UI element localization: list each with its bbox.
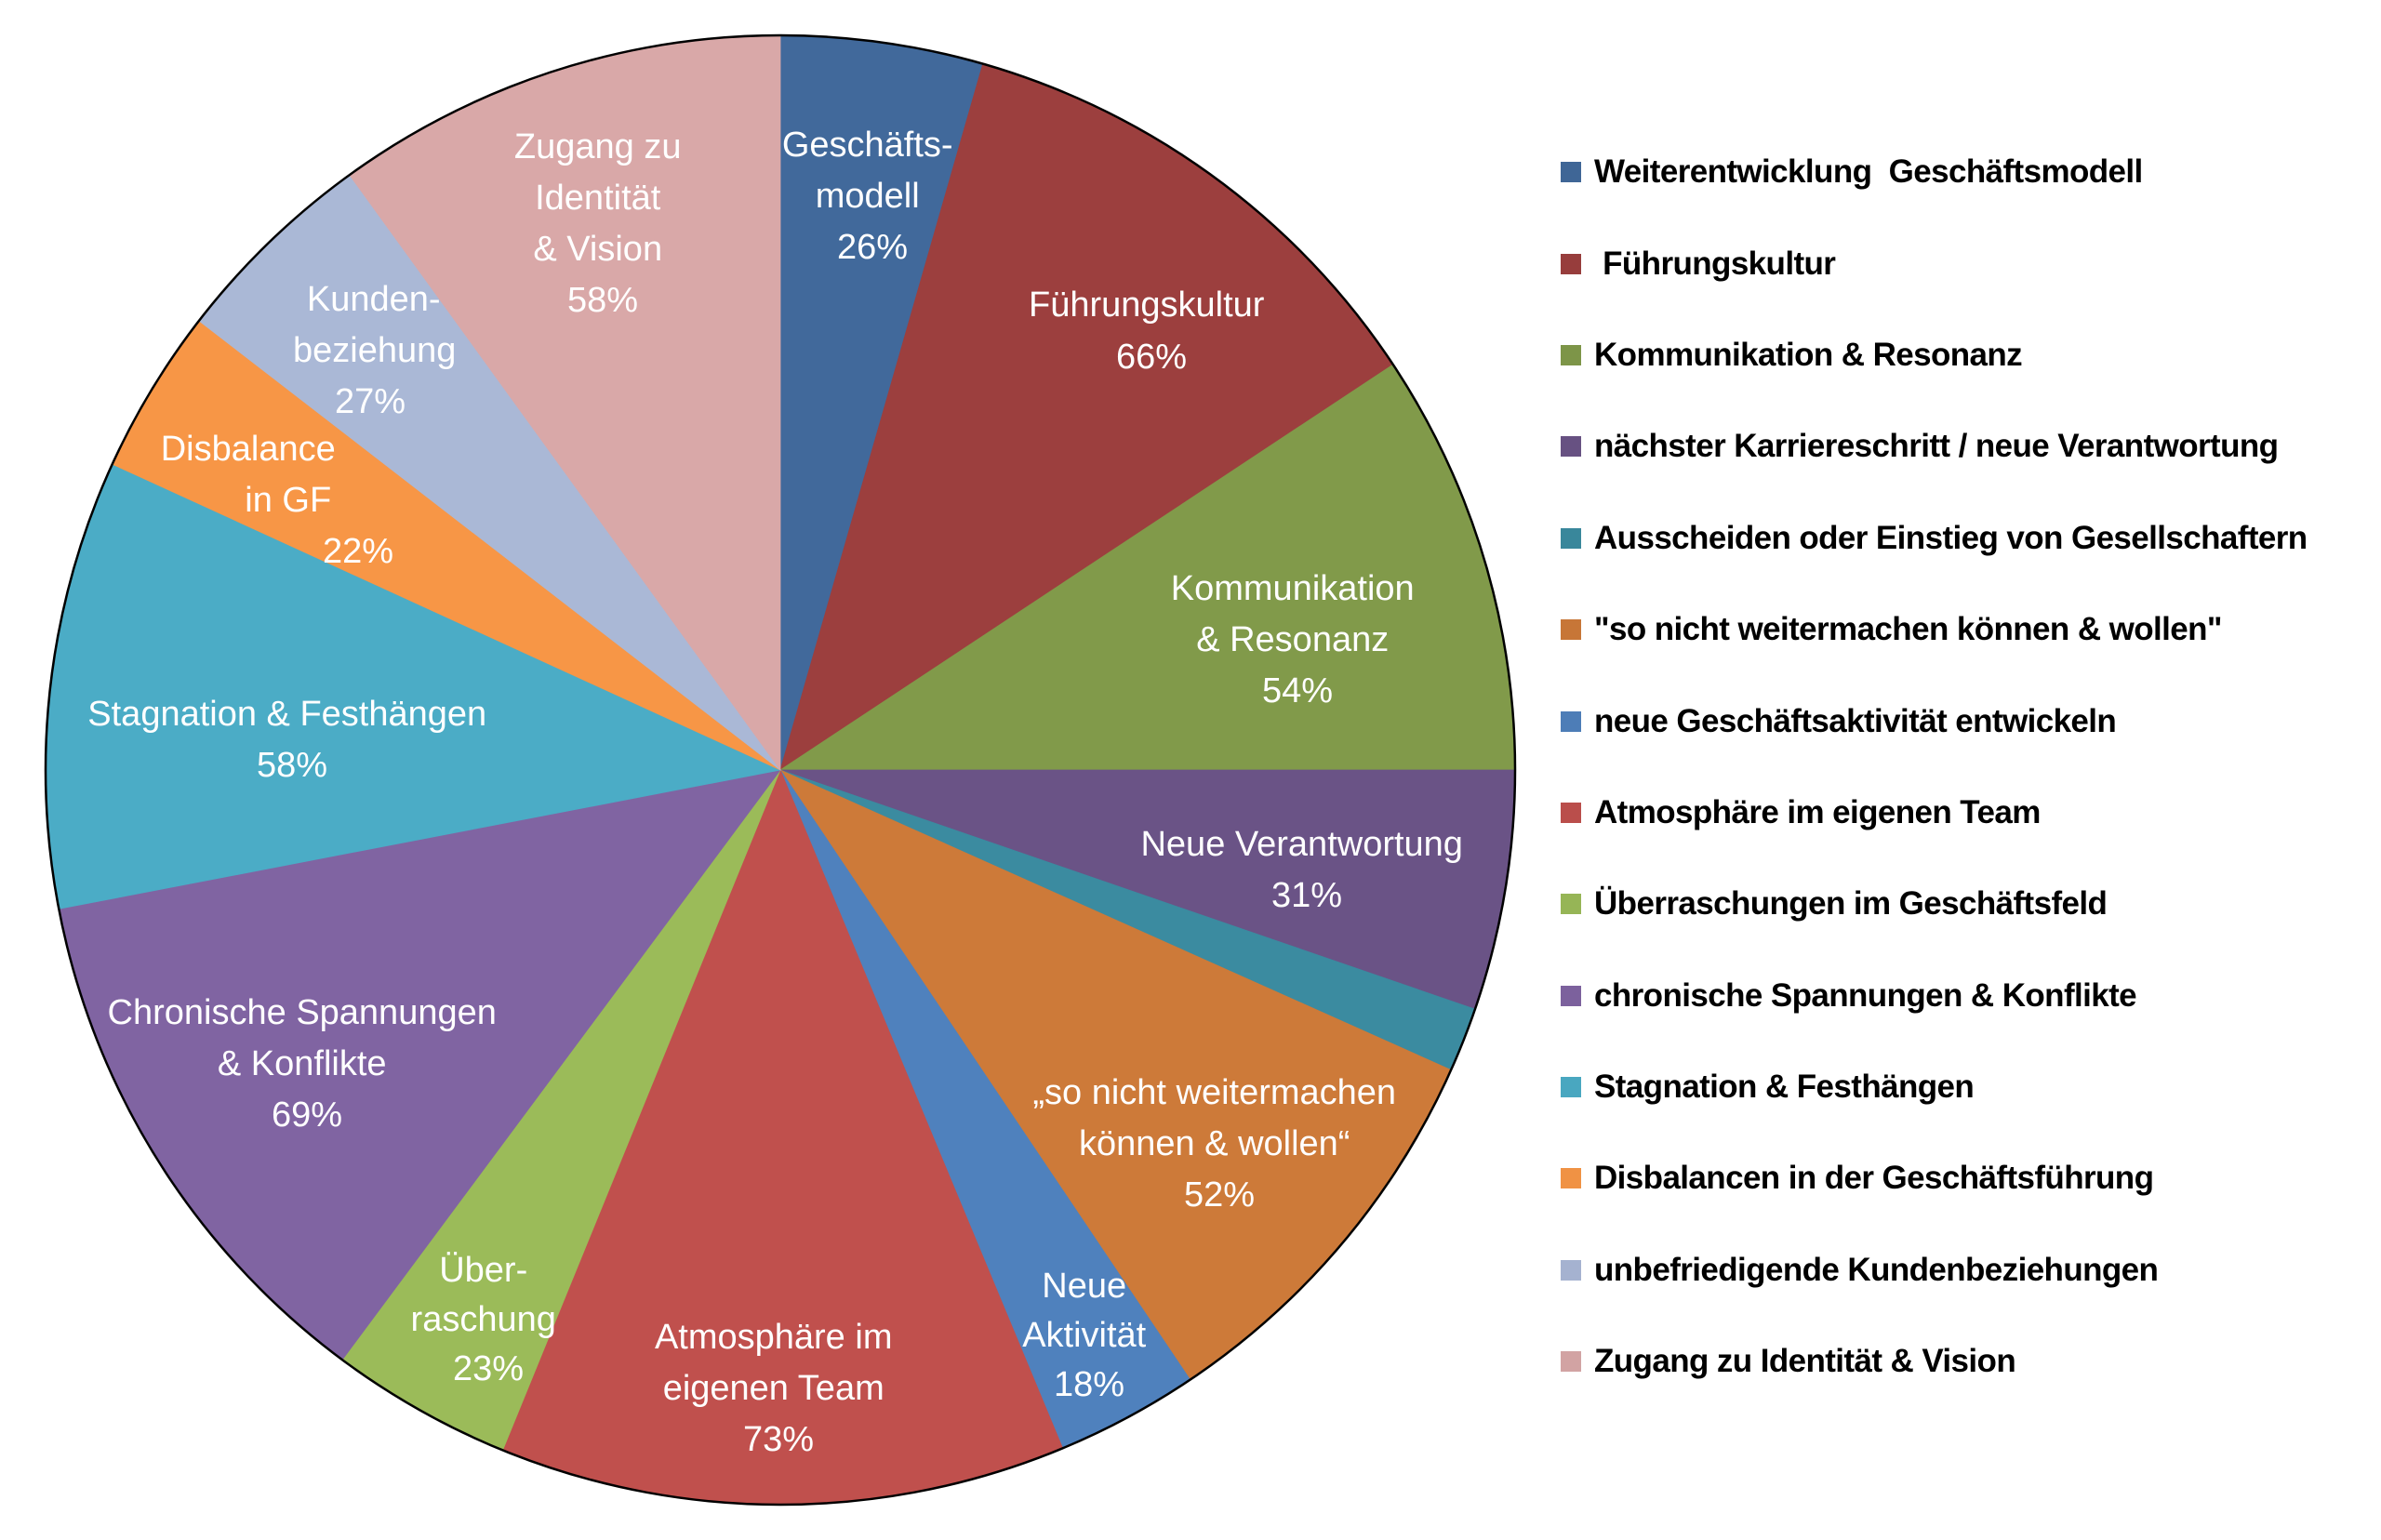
legend-item-kundenbeziehungen: unbefriedigende Kundenbeziehungen	[1561, 1225, 2308, 1316]
legend-swatch-icon	[1561, 253, 1581, 274]
legend-item-geschaeftsmodell: Weiterentwicklung Geschäftsmodell	[1561, 126, 2308, 218]
legend-item-stagnation: Stagnation & Festhängen	[1561, 1042, 2308, 1133]
legend-label: Kommunikation & Resonanz	[1594, 336, 2023, 373]
legend-swatch-icon	[1561, 985, 1581, 1006]
legend-label: Ausscheiden oder Einstieg von Gesellscha…	[1594, 519, 2308, 556]
slice-labels: Geschäfts- modell 26% Führungskultur 66%…	[87, 126, 1472, 1459]
label-kundenbeziehung: Kunden- beziehung 27%	[293, 280, 466, 421]
legend-swatch-icon	[1561, 344, 1581, 365]
label-neue-verantwortung: Neue Verantwortung 31%	[1140, 825, 1472, 915]
legend-item-atmosphaere: Atmosphäre im eigenen Team	[1561, 767, 2308, 858]
legend-swatch-icon	[1561, 1168, 1581, 1189]
label-fuehrungskultur: Führungskultur 66%	[1029, 285, 1274, 377]
legend-swatch-icon	[1561, 1351, 1581, 1373]
legend-item-spannungen: chronische Spannungen & Konflikte	[1561, 950, 2308, 1042]
legend-item-karriereschritt: nächster Karriereschritt / neue Verantwo…	[1561, 401, 2308, 492]
legend-swatch-icon	[1561, 894, 1581, 915]
legend-label: "so nicht weitermachen können & wollen"	[1594, 611, 2223, 648]
legend-item-so-nicht-weitermachen: "so nicht weitermachen können & wollen"	[1561, 584, 2308, 675]
legend-label: Disbalancen in der Geschäftsführung	[1594, 1160, 2154, 1197]
legend-label: nächster Karriereschritt / neue Verantwo…	[1594, 428, 2279, 465]
label-disbalance: Disbalance in GF 22%	[161, 430, 393, 571]
legend-label: Zugang zu Identität & Vision	[1594, 1343, 2016, 1380]
legend-item-geschaeftsaktivitaet: neue Geschäftsaktivität entwickeln	[1561, 675, 2308, 766]
label-chronische-spannungen: Chronische Spannungen & Konflikte 69%	[108, 993, 507, 1135]
legend-label: unbefriedigende Kundenbeziehungen	[1594, 1251, 2159, 1288]
legend-swatch-icon	[1561, 1077, 1581, 1098]
label-zugang-identitaet: Zugang zu Identität & Vision 58%	[514, 127, 691, 320]
legend-label: Stagnation & Festhängen	[1594, 1069, 1975, 1106]
legend-swatch-icon	[1561, 802, 1581, 823]
label-stagnation: Stagnation & Festhängen 58%	[87, 695, 496, 785]
pie-slices	[46, 35, 1515, 1505]
legend-label: Überraschungen im Geschäftsfeld	[1594, 885, 2108, 923]
label-atmosphaere: Atmosphäre im eigenen Team 73%	[655, 1318, 902, 1459]
legend-swatch-icon	[1561, 162, 1581, 183]
legend-item-ueberraschungen: Überraschungen im Geschäftsfeld	[1561, 858, 2308, 949]
label-ueberraschung: Über- raschung 23%	[411, 1251, 566, 1388]
legend-swatch-icon	[1561, 436, 1581, 458]
legend-label: Weiterentwicklung Geschäftsmodell	[1594, 153, 2143, 191]
pie-outline	[44, 33, 1517, 1507]
label-so-nicht-weitermachen: „so nicht weitermachen können & wollen“ …	[1032, 1073, 1405, 1215]
legend: Weiterentwicklung Geschäftsmodell Führun…	[1561, 126, 2308, 1407]
label-kommunikation: Kommunikation & Resonanz 54%	[1171, 569, 1424, 710]
label-geschaeftsmodell: Geschäfts- modell 26%	[782, 126, 963, 267]
legend-swatch-icon	[1561, 1259, 1581, 1281]
legend-swatch-icon	[1561, 710, 1581, 732]
legend-label: Atmosphäre im eigenen Team	[1594, 793, 2041, 830]
legend-item-fuehrungskultur: Führungskultur	[1561, 218, 2308, 309]
legend-label: Führungskultur	[1594, 245, 1836, 282]
label-neue-aktivitaet: Neue Aktivität 18%	[1022, 1267, 1156, 1404]
legend-label: neue Geschäftsaktivität entwickeln	[1594, 702, 2117, 739]
legend-item-kommunikation: Kommunikation & Resonanz	[1561, 310, 2308, 401]
legend-swatch-icon	[1561, 527, 1581, 549]
legend-swatch-icon	[1561, 619, 1581, 641]
legend-item-disbalancen: Disbalancen in der Geschäftsführung	[1561, 1133, 2308, 1224]
legend-label: chronische Spannungen & Konflikte	[1594, 976, 2137, 1014]
legend-item-identitaet-vision: Zugang zu Identität & Vision	[1561, 1316, 2308, 1407]
legend-item-gesellschafter: Ausscheiden oder Einstieg von Gesellscha…	[1561, 493, 2308, 584]
